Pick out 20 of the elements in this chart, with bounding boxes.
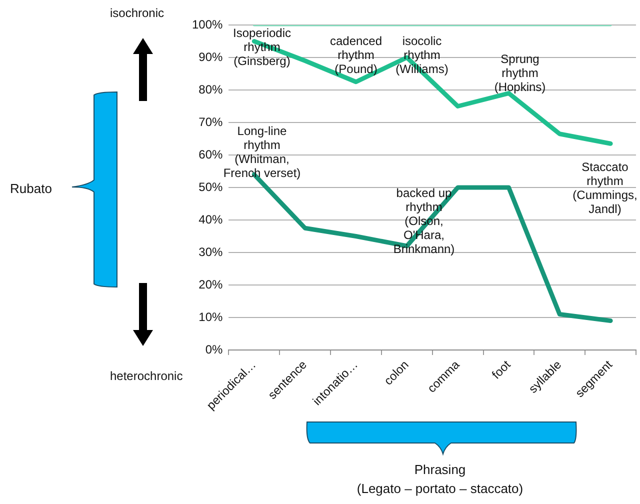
y-tick-label: 40% [198,212,224,226]
y-tick-label: 100% [192,17,224,32]
annotation: Sprung rhythm (Hopkins) [494,52,546,94]
y-tick-label: 30% [198,244,224,259]
y-tick-label: 70% [198,114,224,129]
text: heterochronic [110,369,183,383]
y-tick-label: 80% [198,82,224,96]
text: isochronic [110,6,164,20]
y-tick-label: 0% [205,342,224,356]
y-tick-label: 20% [198,277,224,292]
annotation: Long-line rhythm (Whitman, French verset) [223,124,301,180]
x-tick-label: foot [489,357,514,382]
annotation: Staccato rhythm (Cummings, Jandl) [572,160,638,216]
text: Phrasing (Legato – portato – staccato) [356,461,524,498]
y-tick-label: 60% [198,147,224,162]
y-tick-label: 50% [198,180,224,194]
annotation: cadenced rhythm (Pound) [330,34,382,76]
text: Rubato [10,181,52,196]
y-tick-label: 90% [198,50,224,64]
y-tick-label: 10% [198,310,224,324]
